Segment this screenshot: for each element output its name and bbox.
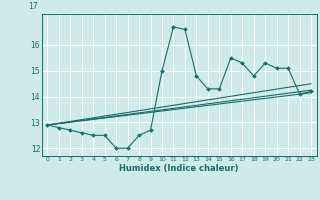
Text: 17: 17 (28, 2, 37, 11)
X-axis label: Humidex (Indice chaleur): Humidex (Indice chaleur) (119, 164, 239, 173)
